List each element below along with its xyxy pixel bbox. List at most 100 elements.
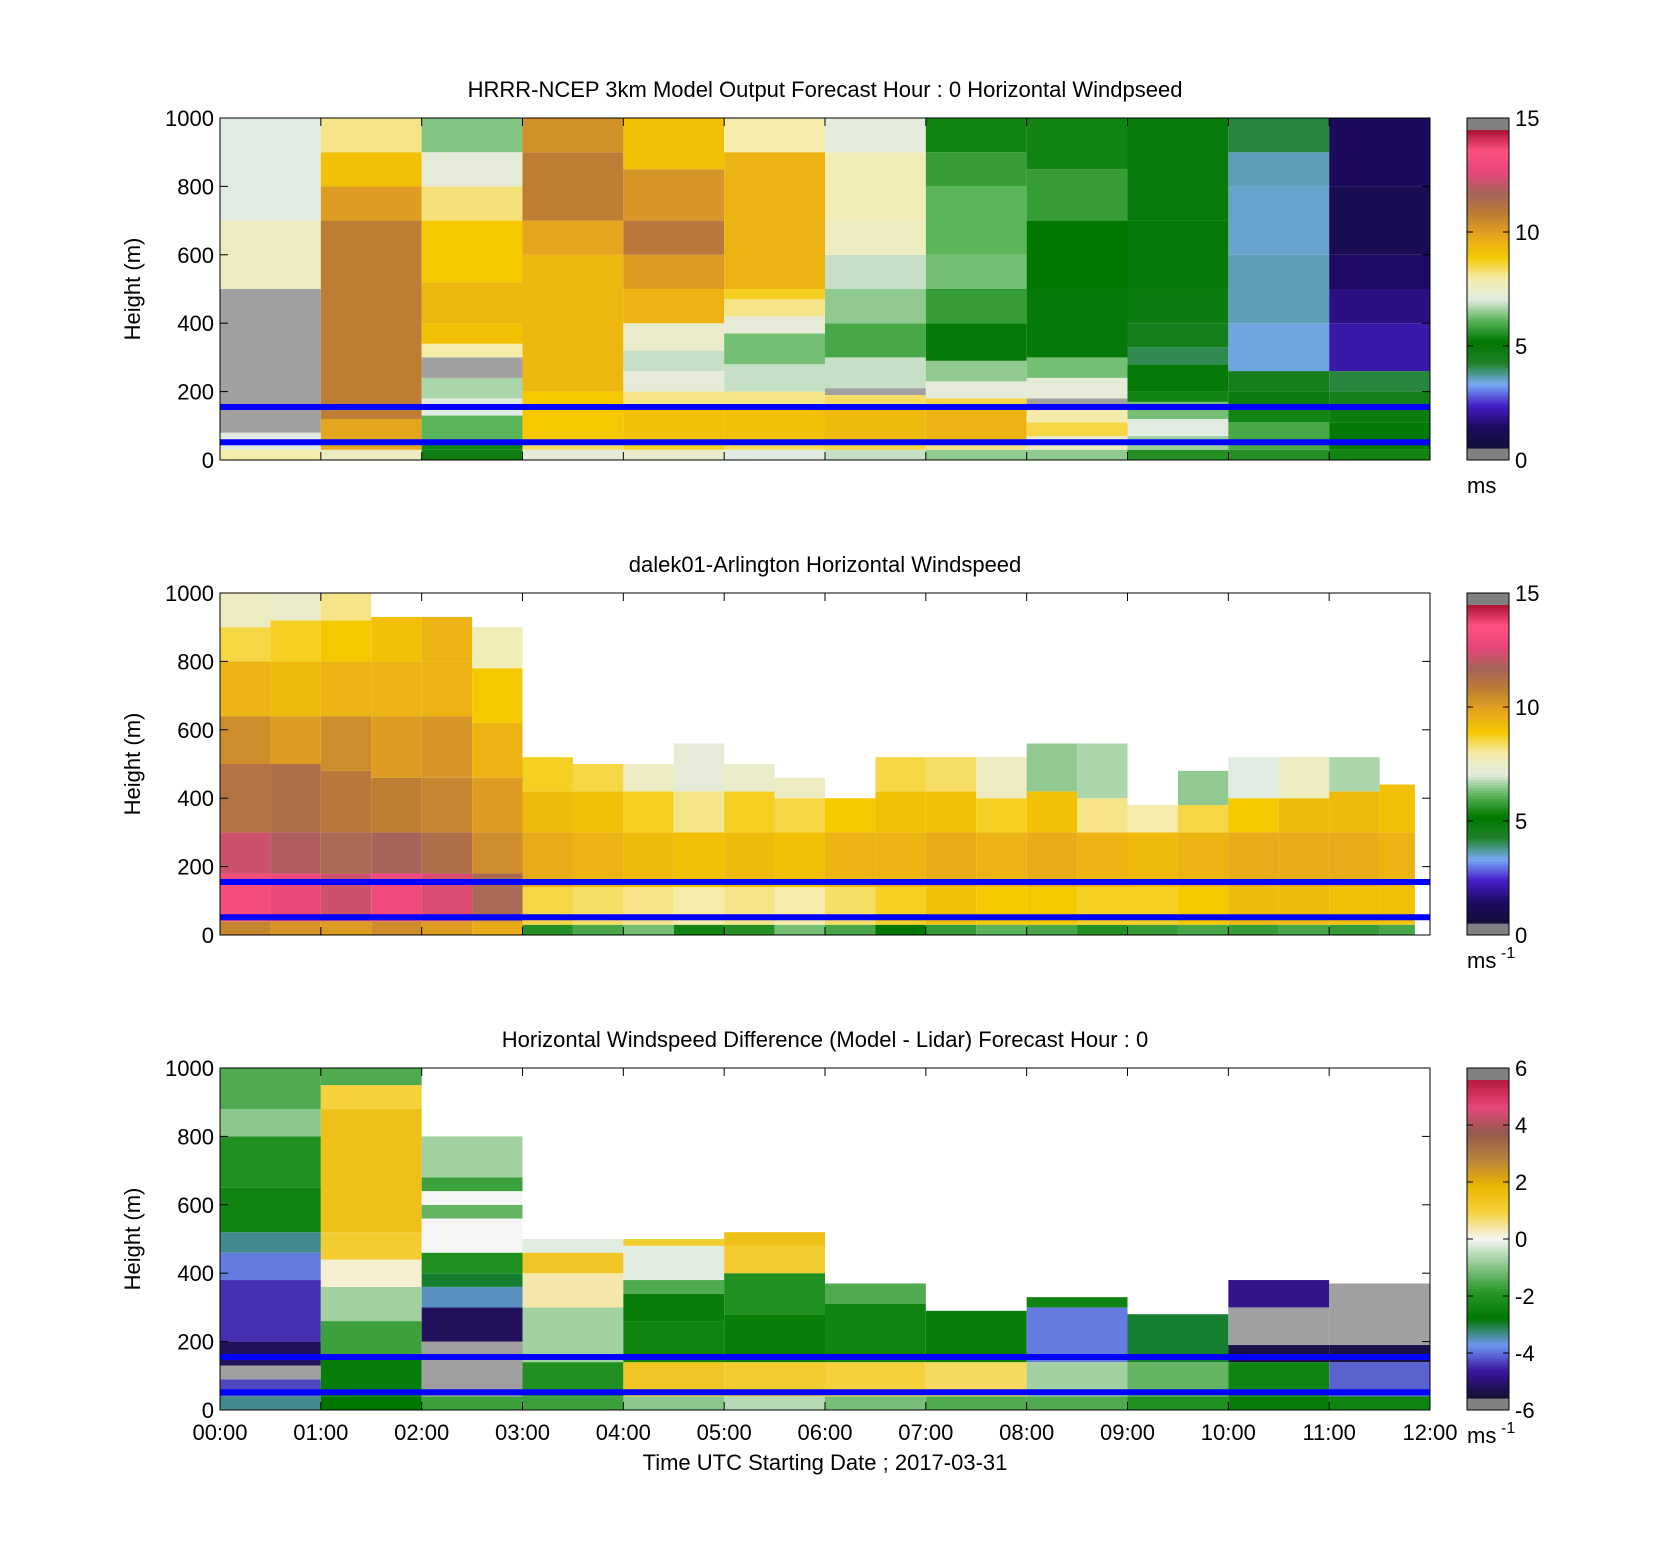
- colorbar-swatch: [1467, 729, 1509, 733]
- heatmap-cell: [421, 220, 523, 283]
- heatmap-cell: [220, 1187, 321, 1233]
- colorbar-swatch: [1467, 822, 1509, 826]
- heatmap-cell: [774, 777, 825, 799]
- heatmap-cell: [825, 289, 926, 324]
- colorbar-swatch: [1467, 1183, 1509, 1187]
- colorbar-swatch: [1467, 368, 1509, 372]
- heatmap-cell: [623, 289, 725, 324]
- colorbar-swatch: [1467, 1178, 1509, 1182]
- colorbar-swatch: [1467, 387, 1509, 391]
- colorbar-swatch: [1467, 257, 1509, 261]
- heatmap-cell: [421, 1341, 523, 1397]
- heatmap-cell: [270, 620, 321, 662]
- colorbar-swatch: [1467, 721, 1509, 725]
- colorbar-swatch: [1467, 421, 1509, 425]
- heatmap-cell: [371, 777, 422, 833]
- heatmap-cell: [1026, 220, 1128, 289]
- heatmap-cell: [724, 1232, 825, 1246]
- colorbar-swatch: [1467, 1223, 1509, 1227]
- heatmap-cell: [1127, 364, 1229, 392]
- heatmap-cell: [421, 921, 473, 935]
- heatmap-cell: [724, 289, 825, 300]
- heatmap-cell: [421, 449, 523, 460]
- heatmap-cell: [421, 777, 473, 833]
- y-tick-label: 1000: [165, 106, 214, 131]
- colorbar-swatch: [1467, 1143, 1509, 1147]
- panel-2: dalek01-Arlington Horizontal Windspeed 0 2…: [120, 552, 1539, 973]
- colorbar-swatch: [1467, 1156, 1509, 1161]
- heatmap-cell: [724, 118, 825, 153]
- colorbar-flag: [1467, 448, 1509, 460]
- colorbar-swatch: [1467, 267, 1509, 272]
- y-tick-label: 0: [202, 923, 214, 948]
- y-tick-label: 0: [202, 448, 214, 473]
- colorbar-swatch: [1467, 877, 1509, 882]
- heatmap-cell: [875, 757, 926, 792]
- heatmap-cell: [421, 1191, 523, 1205]
- colorbar-swatch: [1467, 620, 1509, 625]
- y-tick-label: 200: [177, 1330, 214, 1355]
- heatmap-cell: [371, 716, 422, 778]
- colorbar-swatch: [1467, 1321, 1509, 1325]
- heatmap-cell: [1127, 832, 1178, 888]
- colorbar-swatch: [1467, 1106, 1509, 1110]
- colorbar-swatch: [1467, 795, 1509, 800]
- heatmap-cell: [925, 289, 1027, 324]
- heatmap-cell: [1228, 152, 1330, 187]
- heatmap-cell: [1329, 254, 1430, 289]
- colorbar-swatch: [1467, 1151, 1509, 1155]
- colorbar-swatch: [1467, 1082, 1509, 1086]
- heatmap-cell: [1127, 418, 1229, 437]
- colorbar-swatch: [1467, 434, 1509, 438]
- colorbar-swatch: [1467, 726, 1509, 731]
- colorbar-swatch: [1467, 1233, 1509, 1237]
- heatmap-cell: [673, 743, 725, 792]
- colorbar-swatch: [1467, 145, 1509, 150]
- colorbar-swatch: [1467, 1138, 1509, 1142]
- x-tick-label: 00:00: [192, 1420, 247, 1445]
- colorbar-swatch: [1467, 190, 1509, 195]
- colorbar-swatch: [1467, 371, 1509, 375]
- colorbar-swatch: [1467, 1103, 1509, 1108]
- colorbar-swatch: [1467, 1212, 1509, 1216]
- colorbar: 0 5 10 15 ms: [1466, 106, 1539, 498]
- heatmap-cell: [220, 118, 321, 221]
- heatmap-cell: [572, 764, 624, 792]
- heatmap-cell: [472, 668, 523, 723]
- colorbar-swatch: [1467, 843, 1509, 847]
- colorbar-swatch: [1467, 658, 1509, 662]
- colorbar-swatch: [1467, 1148, 1509, 1153]
- colorbar-swatch: [1467, 1366, 1509, 1370]
- colorbar-swatch: [1467, 607, 1509, 611]
- colorbar-swatch: [1467, 787, 1509, 792]
- heatmap-cell: [522, 152, 624, 221]
- colorbar-tick-label: 10: [1515, 695, 1539, 720]
- colorbar-swatch: [1467, 1273, 1509, 1277]
- colorbar-swatch: [1467, 1260, 1509, 1264]
- colorbar-swatch: [1467, 610, 1509, 614]
- colorbar-tick-label: 0: [1515, 1227, 1527, 1252]
- heatmap-cell: [1329, 371, 1430, 392]
- colorbar-swatch: [1467, 413, 1509, 417]
- heatmap-cell: [623, 169, 725, 221]
- panel-1: HRRR-NCEP 3km Model Output Forecast Hour…: [120, 77, 1539, 498]
- colorbar-swatch: [1467, 1101, 1509, 1105]
- colorbar-swatch: [1467, 809, 1509, 813]
- heatmap-cell: [1329, 323, 1430, 372]
- heatmap-cell: [320, 186, 422, 221]
- y-tick-label: 800: [177, 174, 214, 199]
- heatmap-cell: [925, 757, 977, 792]
- colorbar-swatch: [1467, 410, 1509, 415]
- panel-title: Horizontal Windspeed Difference (Model -…: [502, 1027, 1148, 1052]
- colorbar-swatch: [1467, 626, 1509, 630]
- colorbar-tick-label: 4: [1515, 1113, 1527, 1138]
- colorbar-swatch: [1467, 395, 1509, 399]
- heatmap-cell: [472, 777, 523, 833]
- heatmap-cell: [320, 152, 422, 187]
- colorbar-swatch: [1467, 347, 1509, 351]
- heatmap-cell: [1329, 422, 1430, 450]
- panel-title: dalek01-Arlington Horizontal Windspeed: [629, 552, 1022, 577]
- colorbar-swatch: [1467, 827, 1509, 831]
- colorbar-swatch: [1467, 647, 1509, 651]
